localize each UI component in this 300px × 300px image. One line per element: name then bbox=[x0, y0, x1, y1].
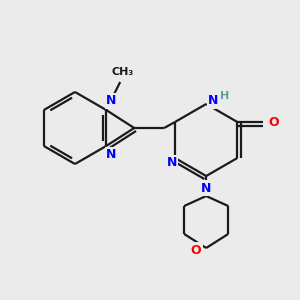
Text: CH₃: CH₃ bbox=[111, 67, 133, 77]
Text: N: N bbox=[208, 94, 218, 107]
Text: N: N bbox=[201, 182, 211, 194]
Text: O: O bbox=[191, 244, 202, 256]
Text: N: N bbox=[167, 157, 177, 169]
Text: N: N bbox=[106, 94, 116, 107]
Text: H: H bbox=[220, 91, 229, 101]
Text: N: N bbox=[106, 148, 116, 161]
Text: O: O bbox=[268, 116, 279, 128]
